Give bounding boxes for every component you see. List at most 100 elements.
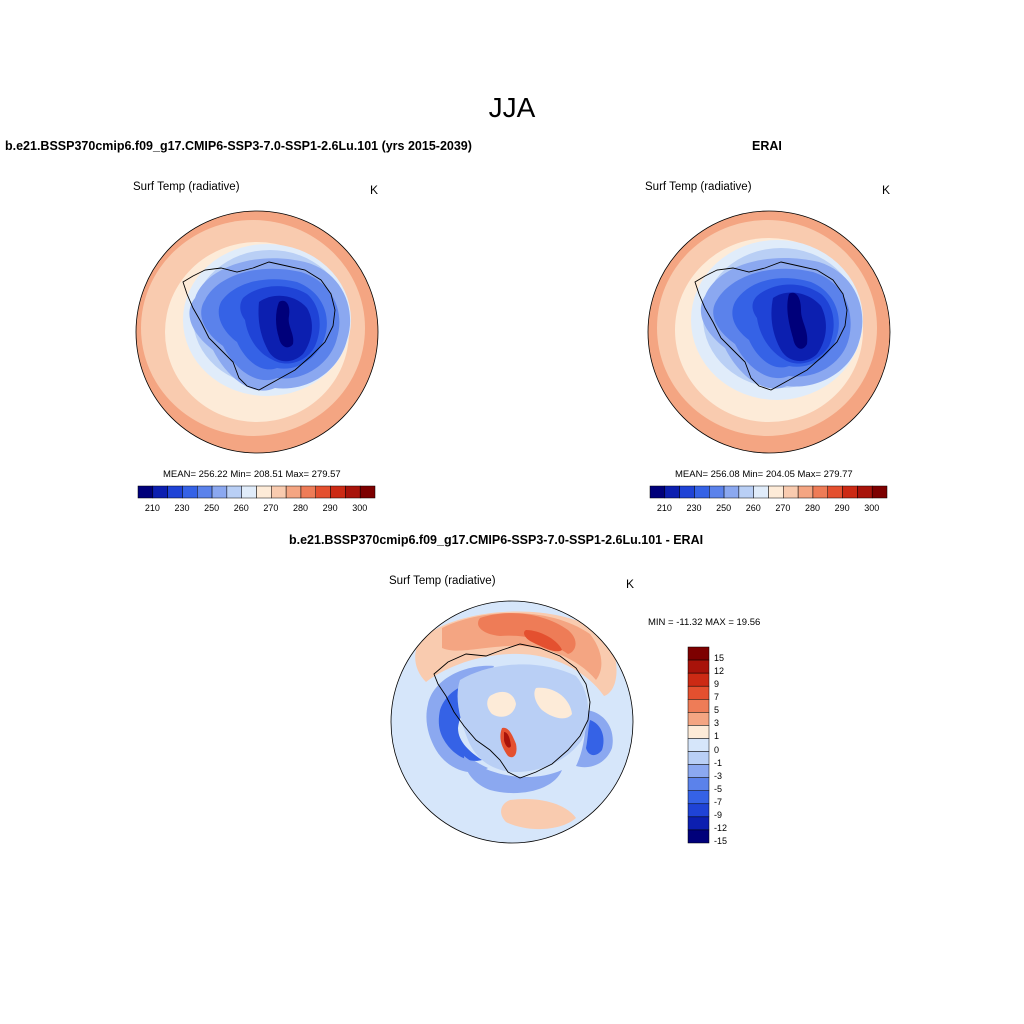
- obs-colorbar-swatch: [664, 485, 680, 499]
- obs-colorbar-swatch: [649, 485, 666, 499]
- diff-colorbar-tick-label: 1: [714, 731, 720, 742]
- obs-colorbar-swatch: [694, 485, 710, 499]
- model-colorbar-swatch: [226, 485, 242, 499]
- season-title: JJA: [488, 92, 536, 123]
- diff-colorbar-swatch: [687, 659, 710, 674]
- obs-colorbar-tick-label: 300: [864, 503, 880, 513]
- diff-colorbar-swatch: [687, 685, 710, 700]
- obs-band-205: [787, 292, 808, 349]
- diff-colorbar-tick-label: -5: [714, 783, 723, 794]
- diff-units-label: K: [626, 577, 635, 591]
- obs-colorbar-tick-label: 270: [775, 503, 791, 513]
- model-colorbar-swatch: [315, 485, 331, 499]
- diff-colorbar-tick-label: -9: [714, 809, 723, 820]
- diff-colorbar-tick-label: 0: [714, 744, 720, 755]
- model-polar-map: [135, 210, 379, 454]
- model-colorbar-tick-label: 250: [204, 503, 220, 513]
- diff-cool-east-strong: [586, 720, 604, 756]
- model-colorbar-swatch: [137, 485, 154, 499]
- model-colorbar-swatch: [152, 485, 168, 499]
- obs-colorbar-swatch: [827, 485, 843, 499]
- obs-colorbar-swatch: [797, 485, 814, 499]
- obs-colorbar: [649, 485, 888, 499]
- obs-colorbar-swatch: [679, 485, 695, 499]
- model-colorbar-swatch: [300, 485, 316, 499]
- obs-variable-label: Surf Temp (radiative): [645, 181, 752, 193]
- diff-colorbar-swatch: [687, 646, 710, 661]
- diff-antarctica-coastline: [433, 643, 591, 779]
- obs-colorbar-swatch: [768, 485, 784, 499]
- obs-units-label: K: [882, 183, 891, 197]
- diff-continent-light: [457, 664, 589, 772]
- diff-colorbar-tick-label: -12: [714, 822, 728, 833]
- model-colorbar-swatch: [256, 485, 272, 499]
- obs-colorbar-swatch: [709, 485, 725, 499]
- diff-colorbar: [687, 646, 710, 844]
- model-stats: MEAN= 256.22 Min= 208.51 Max= 279.57: [163, 469, 341, 480]
- diff-panel-title: b.e21.BSSP370cmip6.f09_g17.CMIP6-SSP3-7.…: [289, 533, 704, 547]
- obs-stats: MEAN= 256.08 Min= 204.05 Max= 279.77: [675, 469, 853, 480]
- diff-colorbar-swatch: [687, 751, 710, 765]
- obs-colorbar-tick-label: 250: [716, 503, 732, 513]
- obs-colorbar-tick-label: 210: [656, 503, 672, 513]
- model-antarctica-coastline: [182, 261, 336, 391]
- diff-warm-core: [524, 630, 562, 652]
- diff-colorbar-tick-label: -1: [714, 757, 723, 768]
- diff-continent-mottle-1: [487, 691, 516, 717]
- model-colorbar-swatch: [345, 485, 361, 499]
- obs-colorbar-swatch: [842, 485, 858, 499]
- diff-polar-map: [390, 600, 634, 844]
- model-colorbar-swatch: [197, 485, 213, 499]
- model-colorbar-swatch: [271, 485, 287, 499]
- model-colorbar-swatch: [241, 485, 257, 499]
- obs-colorbar-swatch: [812, 485, 828, 499]
- obs-panel-title: ERAI: [752, 139, 782, 153]
- diff-colorbar-tick-label: 7: [714, 692, 720, 703]
- model-colorbar-tick-label: 210: [144, 503, 160, 513]
- diff-colorbar-swatch: [687, 738, 710, 752]
- diff-colorbar-tick-label: -3: [714, 770, 723, 781]
- model-colorbar-tick-label: 270: [263, 503, 279, 513]
- diff-colorbar-swatch: [687, 816, 710, 831]
- obs-antarctica-coastline: [694, 261, 848, 391]
- model-colorbar-swatch: [211, 485, 228, 499]
- obs-colorbar-tick-label: 290: [834, 503, 850, 513]
- obs-colorbar-swatch: [871, 485, 888, 499]
- obs-polar-map: [647, 210, 891, 454]
- model-band-210: [276, 300, 294, 348]
- diff-colorbar-swatch: [687, 803, 710, 818]
- diff-variable-label: Surf Temp (radiative): [389, 575, 496, 587]
- diff-cool-south-ring: [464, 756, 562, 794]
- diff-continent-mottle-2: [534, 687, 572, 719]
- obs-colorbar-swatch: [738, 485, 754, 499]
- diff-colorbar-tick-label: 5: [714, 705, 720, 716]
- model-units-label: K: [370, 183, 379, 197]
- model-colorbar-tick-label: 260: [233, 503, 249, 513]
- diff-colorbar-swatch: [687, 699, 710, 713]
- model-colorbar-swatch: [182, 485, 198, 499]
- obs-colorbar-swatch: [753, 485, 769, 499]
- diff-colorbar-swatch: [687, 725, 710, 739]
- model-colorbar-swatch: [330, 485, 346, 499]
- diff-warm-south: [501, 798, 576, 830]
- obs-colorbar-swatch: [723, 485, 740, 499]
- model-colorbar-tick-label: 280: [292, 503, 308, 513]
- diff-colorbar-swatch: [687, 829, 710, 844]
- obs-colorbar-tick-label: 230: [686, 503, 702, 513]
- obs-colorbar-tick-label: 260: [745, 503, 761, 513]
- obs-colorbar-swatch: [783, 485, 799, 499]
- diff-minmax: MIN = -11.32 MAX = 19.56: [648, 617, 761, 628]
- diff-colorbar-swatch: [687, 764, 710, 778]
- diff-colorbar-tick-label: -7: [714, 796, 723, 807]
- diff-colorbar-tick-label: 3: [714, 718, 720, 729]
- obs-colorbar-tick-label: 280: [804, 503, 820, 513]
- diff-warm-peninsula-core: [504, 732, 511, 748]
- diff-colorbar-tick-label: 15: [714, 653, 725, 664]
- diff-colorbar-swatch: [687, 790, 710, 805]
- model-colorbar-tick-label: 300: [352, 503, 368, 513]
- model-panel-title: b.e21.BSSP370cmip6.f09_g17.CMIP6-SSP3-7.…: [5, 139, 472, 153]
- model-colorbar-swatch: [285, 485, 302, 499]
- obs-colorbar-swatch: [857, 485, 873, 499]
- model-colorbar-tick-label: 290: [322, 503, 338, 513]
- diff-colorbar-swatch: [687, 777, 710, 791]
